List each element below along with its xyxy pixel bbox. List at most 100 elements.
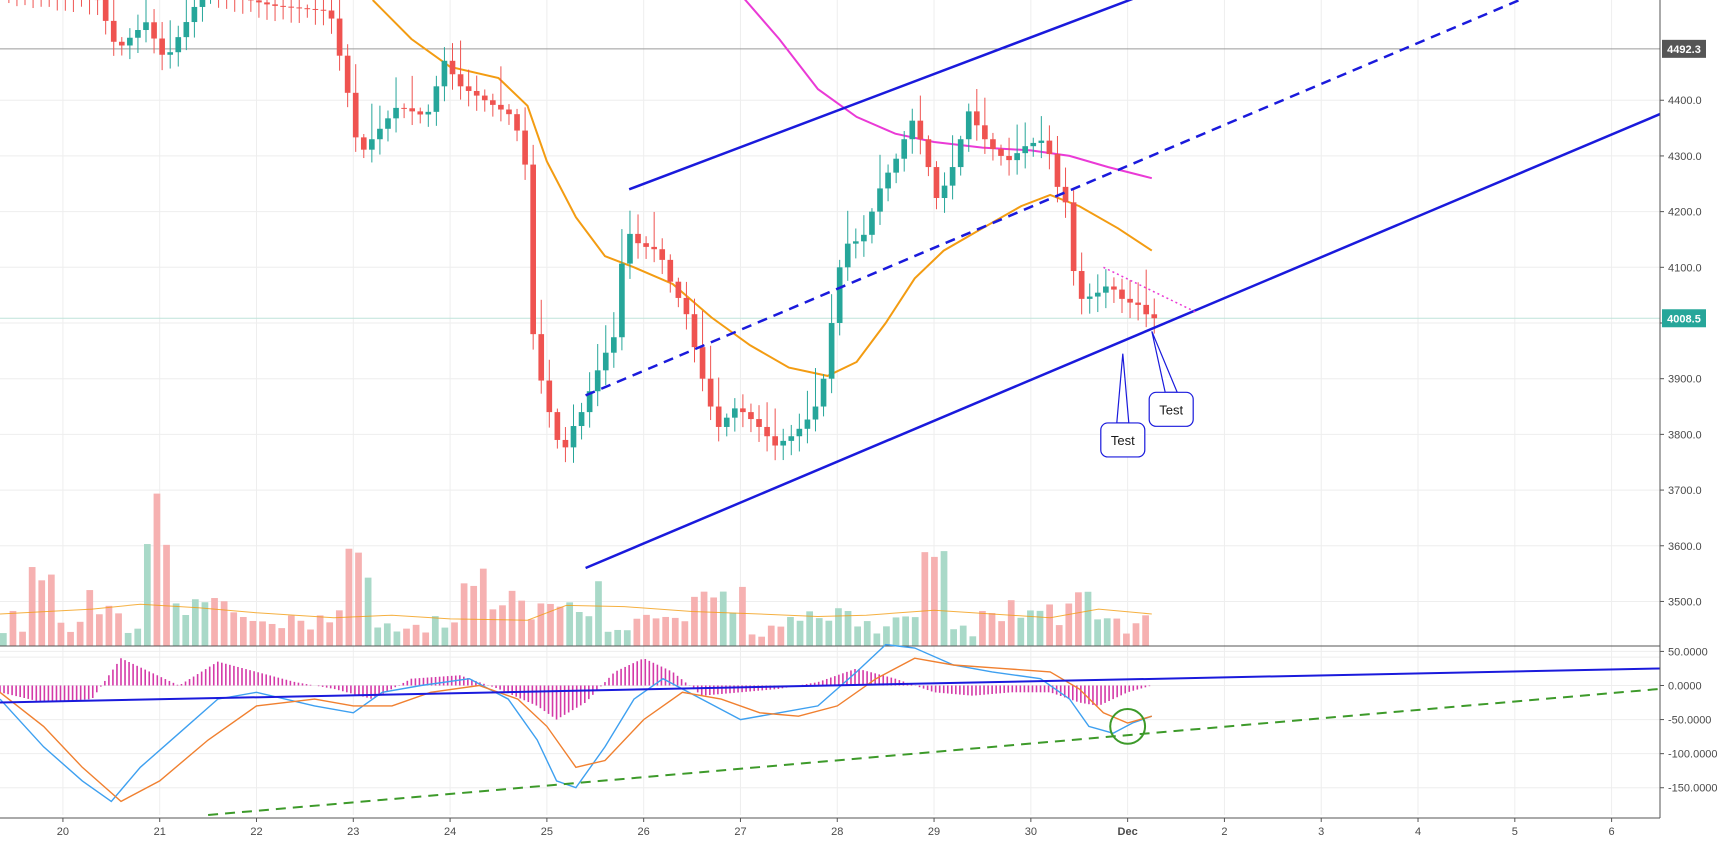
candle-body [805, 420, 811, 429]
candle-body [482, 96, 488, 101]
volume-bar [336, 610, 343, 646]
volume-bar [902, 616, 909, 646]
volume-bar [998, 621, 1005, 646]
volume-bar [413, 625, 420, 646]
candle-body [1151, 314, 1157, 318]
candle-body [869, 212, 875, 235]
grid [0, 0, 1660, 815]
volume-bar [979, 611, 986, 646]
candle-body [417, 111, 423, 114]
candle-body [1071, 202, 1077, 271]
volume-bar [221, 601, 228, 646]
volume-bar [288, 616, 295, 646]
callout-pointer [1117, 354, 1129, 423]
candle-body [1055, 154, 1061, 187]
volume-bar [451, 622, 458, 646]
time-tick-label: 5 [1512, 826, 1518, 838]
volume-bar [691, 597, 698, 646]
volume-bar [1056, 625, 1063, 646]
candle-body [853, 241, 859, 243]
candle-body [498, 105, 504, 110]
candle-body [926, 139, 932, 167]
candle-body [966, 111, 972, 139]
candle-body [651, 247, 657, 249]
candle-body [571, 426, 577, 447]
volume-bar [250, 621, 257, 646]
candle-body [538, 334, 544, 380]
volume-bar [758, 637, 765, 646]
candle-body [200, 0, 206, 7]
callout-label: Test [1159, 402, 1183, 417]
volume-bar [883, 626, 890, 646]
volume-ma-line [0, 604, 1152, 620]
candle-body [167, 52, 173, 55]
volume-bar [182, 615, 189, 646]
volume-ma [0, 604, 1152, 620]
volume-bar [173, 603, 180, 646]
candle-body [288, 7, 294, 8]
time-tick-label: 29 [928, 826, 940, 838]
volume-bar [509, 591, 516, 646]
volume-bar [566, 602, 573, 646]
candle-body [159, 39, 165, 55]
volume-bar [921, 552, 928, 646]
volume-bar [490, 609, 497, 646]
volume-bar [1065, 604, 1072, 646]
candle-body [611, 337, 617, 352]
candle-body [893, 159, 899, 173]
volume-bar [355, 553, 362, 646]
channel-line-lower [586, 114, 1660, 568]
candle-body [934, 167, 940, 198]
candle-body [700, 347, 706, 379]
price-tick-label: 4200.0 [1668, 207, 1702, 219]
volume-bar [777, 627, 784, 646]
volume-bar [211, 598, 218, 646]
candle-body [845, 244, 851, 268]
volume-bar [672, 618, 679, 646]
volume-bar [720, 592, 727, 646]
price-badge-label: 4492.3 [1667, 44, 1701, 56]
volume-bar [787, 617, 794, 646]
candle-body [143, 22, 149, 30]
volume-bar [614, 630, 621, 646]
volume-bar [912, 617, 919, 646]
volume-bar [835, 608, 842, 646]
volume-bar [96, 614, 103, 646]
volume-bar [365, 578, 372, 646]
volume-bar [278, 628, 285, 646]
volume-bar [134, 629, 141, 646]
candle-body [506, 110, 512, 115]
candle-body [1103, 286, 1109, 292]
volume-bar [230, 612, 237, 646]
candle-body [732, 408, 738, 417]
volume-bar [701, 592, 708, 646]
candle-body [151, 22, 157, 38]
volume-bars [0, 494, 1149, 646]
candle-body [111, 21, 117, 42]
volume-bar [432, 616, 439, 646]
time-tick-label: 23 [347, 826, 359, 838]
candle-body [272, 4, 278, 6]
volume-bar [1113, 619, 1120, 646]
signal-line [0, 658, 1152, 801]
volume-bar [729, 613, 736, 646]
price-tick-label: 3800.0 [1668, 429, 1702, 441]
candle-body [990, 139, 996, 149]
volume-bar [739, 587, 746, 646]
time-tick-label: 26 [638, 826, 650, 838]
volume-bar [624, 630, 631, 646]
volume-bar [307, 630, 314, 646]
volume-bar [403, 629, 410, 646]
candle-body [1143, 305, 1149, 314]
volume-bar [1037, 611, 1044, 646]
volume-bar [969, 636, 976, 646]
candle-body [837, 267, 843, 323]
volume-bar [29, 567, 36, 646]
volume-bar [470, 586, 477, 646]
volume-bar [528, 619, 535, 646]
macd-panel [0, 645, 1729, 815]
channel-line-upper [629, 0, 1157, 189]
candle-body [861, 235, 867, 241]
volume-bar [950, 629, 957, 646]
